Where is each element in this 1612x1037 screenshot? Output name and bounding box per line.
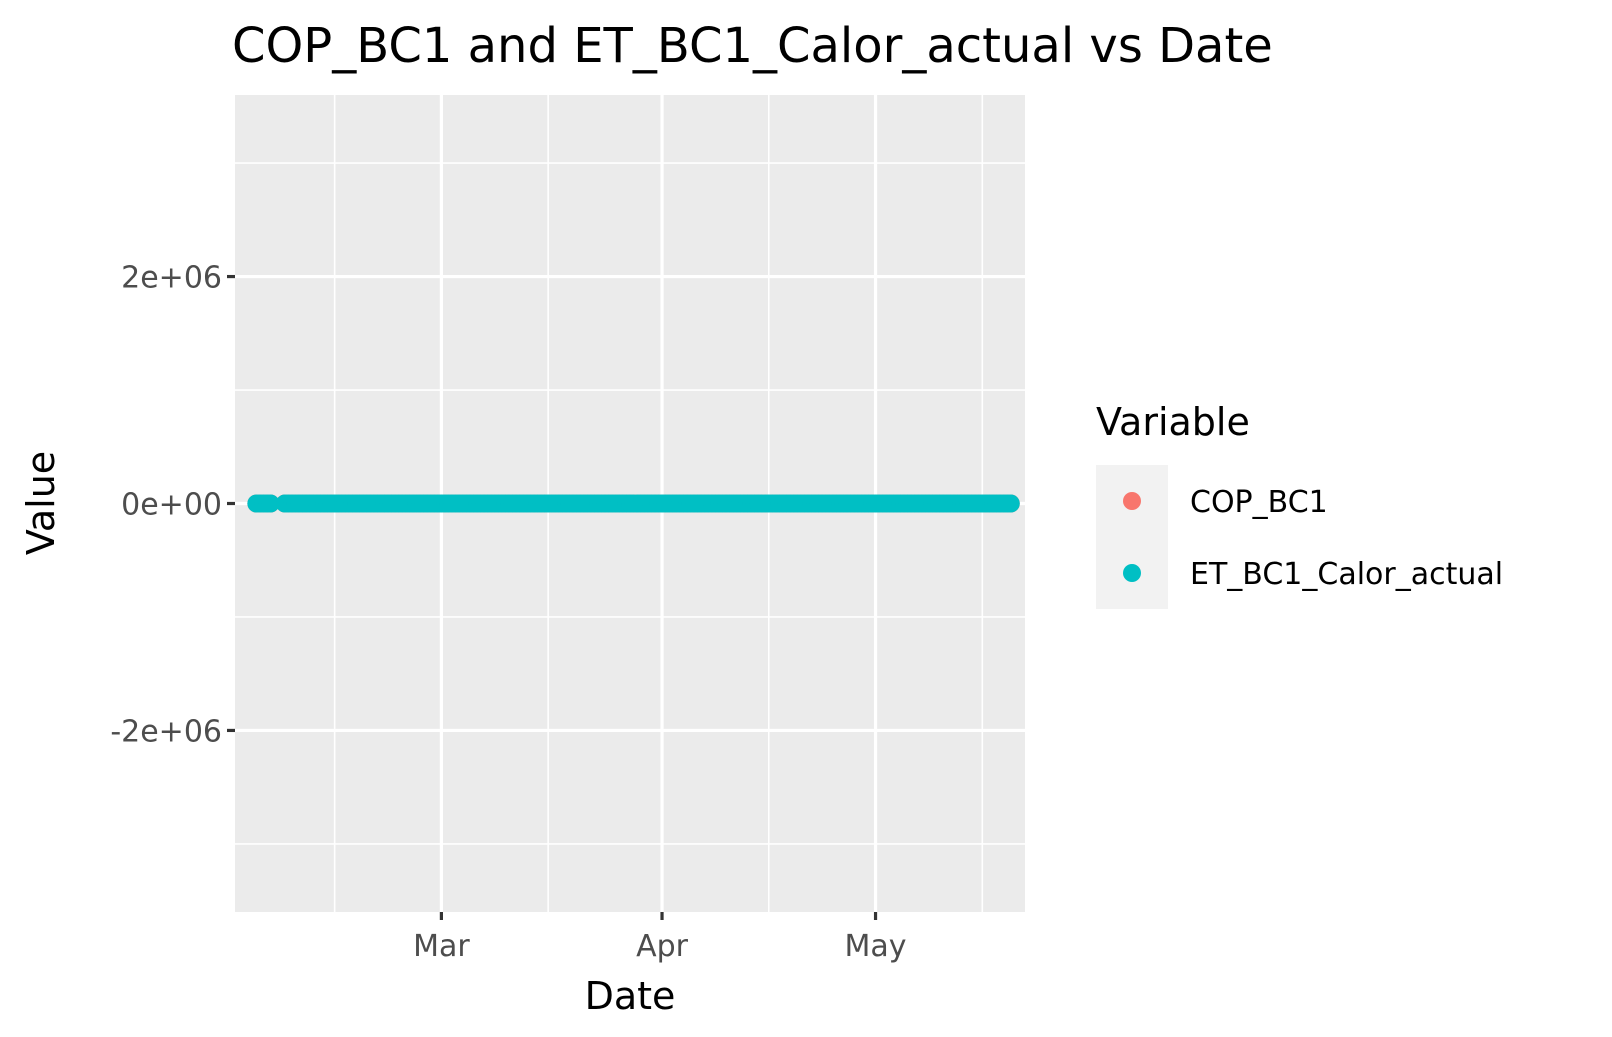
y-tick-label: -2e+06 — [110, 714, 222, 749]
legend-key — [1123, 492, 1141, 510]
x-axis: Mar Apr May — [413, 912, 907, 964]
legend-key — [1123, 564, 1141, 582]
legend-label: COP_BC1 — [1190, 485, 1328, 520]
x-tick-label: Mar — [413, 929, 470, 964]
x-tick-label: May — [845, 929, 907, 964]
y-tick-label: 2e+06 — [121, 261, 222, 296]
y-axis: 2e+06 0e+00 -2e+06 — [110, 261, 235, 749]
point-et-bc1-calor-actual — [1001, 494, 1020, 513]
point-et-bc1-calor-actual — [261, 494, 280, 513]
legend: COP_BC1 ET_BC1_Calor_actual — [1123, 485, 1503, 592]
legend-title: Variable — [1096, 400, 1250, 444]
y-tick-label: 0e+00 — [121, 488, 222, 523]
x-tick-label: Apr — [636, 929, 689, 964]
chart-title: COP_BC1 and ET_BC1_Calor_actual vs Date — [232, 18, 1273, 74]
x-axis-title: Date — [585, 974, 676, 1018]
legend-key-background — [1096, 465, 1168, 609]
data-points — [247, 494, 1020, 513]
legend-label: ET_BC1_Calor_actual — [1190, 557, 1503, 592]
y-axis-title: Value — [19, 451, 63, 555]
